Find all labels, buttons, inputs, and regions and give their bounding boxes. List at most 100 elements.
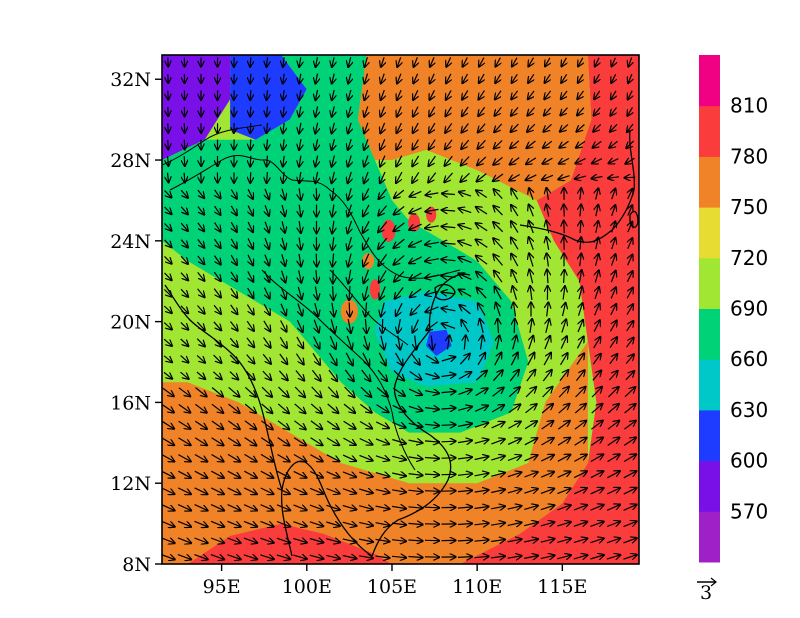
map-panel: 95E 100E 105E 110E 115E 32N 28N 24N 20N 16N 12N 8N: [110, 54, 640, 598]
reference-vector-label: 3: [700, 582, 712, 604]
wind-vector: [360, 403, 371, 412]
wind-vector: [441, 391, 456, 392]
wind-vector: [623, 454, 636, 463]
wind-vector: [315, 286, 317, 300]
wind-vector: [559, 353, 568, 366]
wind-vector: [365, 318, 366, 333]
wind-vector: [299, 73, 301, 84]
wind-vector: [168, 172, 169, 182]
wind-vector: [573, 538, 587, 542]
wind-vector: [210, 504, 224, 511]
wind-vector: [230, 321, 238, 331]
wind-vector: [398, 318, 401, 333]
wind-vector: [529, 237, 534, 250]
wind-vector: [326, 555, 340, 558]
colorbar-swatch: [699, 257, 720, 309]
wind-vector: [459, 208, 472, 212]
wind-vector: [196, 354, 205, 362]
wind-vector: [526, 175, 537, 180]
wind-vector: [162, 555, 174, 560]
wind-vector: [547, 303, 549, 317]
wind-vector: [524, 455, 538, 462]
lat-tick-label: 20N: [110, 312, 151, 334]
wind-vector: [561, 107, 568, 116]
wind-vector: [244, 453, 257, 461]
wind-vector: [491, 556, 505, 558]
colorbar-swatch: [699, 308, 720, 360]
wind-vector: [265, 270, 270, 282]
wind-vector: [348, 171, 352, 183]
wind-vector: [510, 140, 520, 148]
wind-vector: [626, 140, 635, 148]
wind-vector: [491, 439, 504, 444]
wind-vector: [215, 222, 221, 232]
wind-vector: [413, 122, 418, 133]
wind-vector: [424, 424, 439, 425]
wind-vector: [396, 139, 401, 149]
wind-vector: [197, 222, 204, 231]
wind-vector: [381, 106, 385, 117]
wind-vector: [283, 139, 284, 149]
wind-vector: [313, 336, 320, 349]
wind-vector: [164, 190, 172, 198]
wind-vector: [507, 506, 522, 509]
wind-vector: [194, 537, 208, 543]
wind-vector: [545, 73, 551, 82]
wind-vector: [590, 488, 604, 495]
wind-vector: [378, 205, 388, 216]
wind-vector: [162, 387, 173, 396]
wind-vector: [315, 302, 318, 316]
wind-vector: [410, 272, 422, 280]
wind-vector: [380, 122, 384, 133]
wind-vector: [595, 287, 599, 300]
wind-vector: [628, 238, 633, 249]
wind-vector: [326, 487, 340, 494]
wind-vector: [510, 353, 517, 366]
wind-vector: [347, 335, 352, 349]
wind-vector: [361, 369, 371, 381]
wind-vector: [215, 205, 221, 215]
wind-vector: [564, 205, 565, 217]
coastline-hainan: [434, 283, 456, 301]
wind-vector: [363, 253, 370, 267]
wind-vector: [574, 438, 587, 446]
wind-vector: [326, 522, 339, 526]
wind-vector: [628, 73, 632, 83]
wind-vector: [184, 172, 185, 183]
wind-vector: [624, 421, 635, 430]
wind-vector: [476, 240, 488, 248]
wind-vector: [491, 456, 504, 460]
wind-vector: [610, 304, 616, 316]
colorbar-label: 570: [730, 499, 768, 523]
wind-vector: [430, 57, 434, 66]
wind-vector: [459, 290, 472, 297]
wind-vector: [250, 90, 251, 100]
wind-vector: [608, 177, 619, 178]
wind-vector: [162, 487, 175, 494]
wind-vector: [562, 57, 567, 66]
wind-vector: [461, 172, 470, 182]
wind-vector: [227, 520, 241, 526]
wind-vector: [359, 420, 372, 429]
wind-vector: [627, 123, 634, 132]
wind-vector: [442, 308, 456, 311]
wind-vector: [293, 453, 306, 462]
wind-vector: [378, 237, 388, 249]
wind-vector: [163, 355, 172, 362]
wind-vector: [348, 220, 352, 233]
wind-vector: [381, 73, 384, 84]
wind-vector: [475, 371, 486, 381]
wind-vector: [593, 140, 602, 147]
wind-vector: [493, 222, 504, 233]
lat-tick-label: 32N: [110, 69, 151, 91]
wind-vector: [276, 538, 290, 543]
wind-vector: [541, 421, 554, 430]
wind-vector: [510, 157, 520, 165]
wind-vector: [364, 335, 368, 349]
wind-vector: [496, 303, 500, 317]
wind-vector: [479, 90, 485, 100]
wind-vector: [250, 73, 251, 83]
wind-vector: [492, 370, 502, 382]
wind-vector: [561, 73, 566, 82]
wind-vector: [348, 89, 351, 100]
